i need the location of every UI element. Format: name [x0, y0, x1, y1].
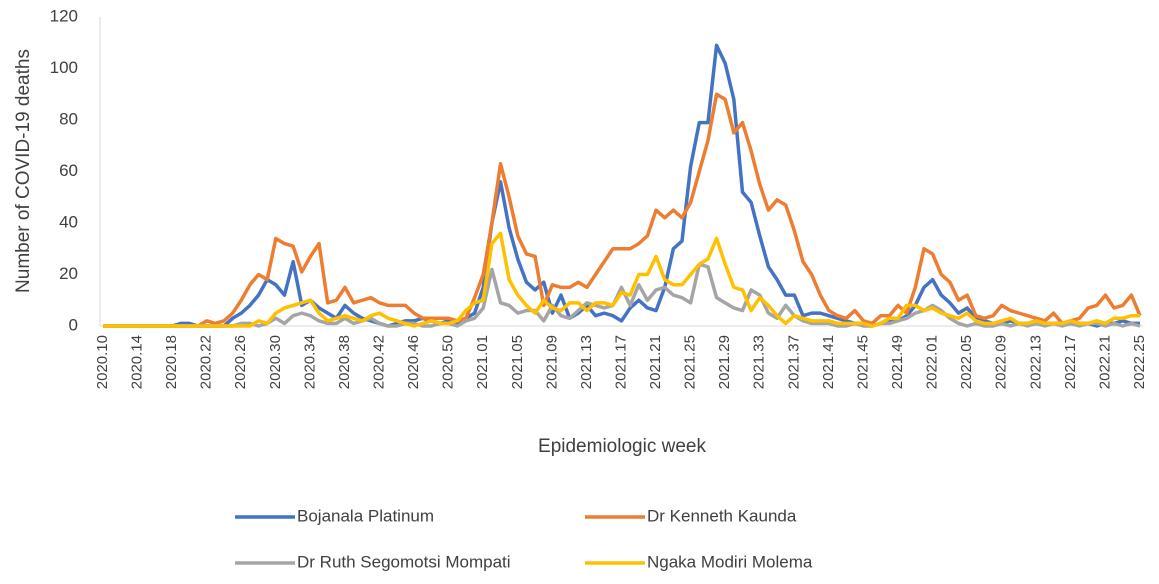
series-line [103, 92, 1142, 328]
x-tick-label: 2020.42 [371, 335, 388, 389]
x-tick-label: 2022.17 [1062, 335, 1079, 389]
y-axis-title: Number of COVID-19 deaths [13, 49, 34, 293]
legend-label: Dr Ruth Segomotsi Mompati [297, 552, 511, 571]
x-tick-label: 2021.01 [474, 335, 491, 389]
y-tick-label: 0 [69, 315, 78, 334]
legend-label: Ngaka Modiri Molema [647, 552, 813, 571]
x-tick-label: 2022.25 [1131, 335, 1148, 389]
y-tick-label: 80 [59, 109, 78, 128]
y-tick-label: 100 [50, 58, 78, 77]
x-tick-label: 2020.38 [336, 335, 353, 389]
x-tick-label: 2020.34 [301, 335, 318, 389]
x-tick-label: 2021.21 [647, 335, 664, 389]
x-tick-label: 2022.01 [924, 335, 941, 389]
y-tick-label: 60 [59, 161, 78, 180]
x-tick-label: 2021.09 [543, 335, 560, 389]
x-tick-label: 2022.21 [1096, 335, 1113, 389]
x-tick-label: 2022.05 [958, 335, 975, 389]
series-line [103, 43, 1140, 328]
x-tick-label: 2021.45 [854, 335, 871, 389]
x-tick-label: 2020.10 [94, 335, 111, 389]
x-tick-label: 2021.37 [785, 335, 802, 389]
y-tick-label: 40 [59, 212, 78, 231]
x-tick-label: 2021.41 [820, 335, 837, 389]
x-tick-label: 2022.09 [993, 335, 1010, 389]
x-tick-label: 2021.33 [751, 335, 768, 389]
legend-label: Dr Kenneth Kaunda [647, 506, 797, 525]
x-tick-label: 2021.13 [578, 335, 595, 389]
x-tick-label: 2020.30 [267, 335, 284, 389]
x-tick-label: 2020.14 [129, 335, 146, 389]
x-tick-label: 2021.17 [612, 335, 629, 389]
series-line [103, 262, 1141, 328]
x-tick-label: 2022.13 [1027, 335, 1044, 389]
x-tick-label: 2020.46 [405, 335, 422, 389]
x-tick-label: 2020.50 [440, 335, 457, 389]
y-tick-label: 20 [59, 264, 78, 283]
x-tick-label: 2021.29 [716, 335, 733, 389]
x-tick-label: 2020.26 [232, 335, 249, 389]
legend-label: Bojanala Platinum [297, 506, 434, 525]
x-axis-title: Epidemiologic week [538, 436, 706, 457]
x-tick-label: 2021.25 [682, 335, 699, 389]
series-line [103, 231, 1140, 328]
x-tick-label: 2020.22 [198, 335, 215, 389]
x-tick-label: 2021.05 [509, 335, 526, 389]
x-tick-label: 2020.18 [163, 335, 180, 389]
y-tick-label: 120 [50, 6, 78, 25]
x-tick-label: 2021.49 [889, 335, 906, 389]
